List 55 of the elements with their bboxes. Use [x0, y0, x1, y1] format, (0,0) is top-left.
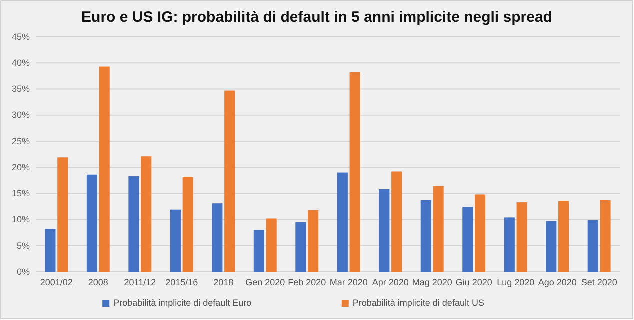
x-tick-label: Mag 2020 — [412, 277, 452, 288]
x-tick-label: Set 2020 — [581, 277, 618, 288]
bar — [58, 158, 68, 272]
bar — [588, 220, 598, 272]
x-tick-label: Giu 2020 — [456, 277, 492, 288]
x-tick-label: 2018 — [214, 277, 234, 288]
y-tick-label: 10% — [12, 214, 30, 225]
bar — [170, 210, 181, 272]
bar — [254, 230, 264, 272]
bar — [86, 174, 98, 272]
bar — [433, 186, 444, 272]
y-tick-label: 15% — [12, 188, 30, 199]
x-tick-label: Apr 2020 — [372, 277, 409, 288]
bar — [337, 172, 348, 272]
x-tick-label: 2001/02 — [40, 277, 73, 288]
x-tick-label: Feb 2020 — [288, 277, 326, 288]
y-tick-label: 40% — [12, 58, 30, 68]
bar — [224, 90, 236, 272]
bar — [516, 202, 528, 272]
y-tick-label: 20% — [12, 162, 30, 172]
x-tick-label: Mar 2020 — [330, 277, 368, 288]
bar — [379, 189, 390, 272]
bar — [600, 200, 611, 272]
bar — [99, 66, 110, 272]
bar — [350, 72, 360, 272]
chart-title: Euro e US IG: probabilità di default in 5 anni implicite negli spread — [82, 9, 552, 26]
x-tick-label: 2015/16 — [166, 277, 198, 288]
bar — [212, 204, 223, 272]
bar — [128, 176, 140, 272]
y-tick-label: 5% — [16, 240, 30, 251]
bar — [45, 229, 56, 272]
bar — [141, 156, 152, 272]
bar — [558, 202, 570, 272]
x-tick-label: Gen 2020 — [246, 277, 286, 288]
bar — [475, 194, 486, 272]
bar — [420, 200, 432, 272]
bar — [504, 218, 515, 272]
y-tick-label: 0% — [16, 266, 30, 277]
y-tick-label: 35% — [12, 84, 30, 94]
x-tick-label: 2008 — [88, 277, 108, 288]
bar — [546, 221, 557, 272]
x-tick-label: 2011/12 — [124, 277, 156, 288]
x-tick-label: Lug 2020 — [497, 277, 535, 288]
bar — [462, 207, 474, 272]
y-tick-label: 45% — [12, 32, 30, 42]
bar — [182, 177, 194, 272]
legend-label: Probabilità implicite di default Euro — [114, 298, 252, 308]
y-tick-label: 30% — [12, 110, 30, 120]
bar — [308, 210, 319, 272]
x-tick-label: Ago 2020 — [538, 277, 577, 288]
bar — [266, 218, 277, 272]
bar — [392, 172, 402, 272]
y-tick-label: 25% — [12, 136, 30, 146]
legend-label: Probabilità implicite di default US — [352, 298, 484, 308]
bar — [296, 222, 306, 272]
